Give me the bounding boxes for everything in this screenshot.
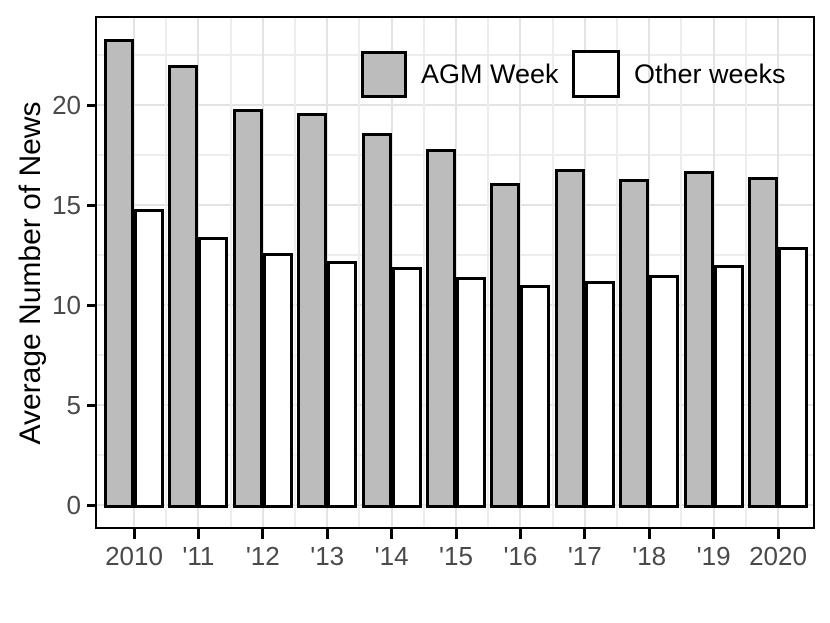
y-tick-label: 15	[52, 190, 81, 220]
gridline-major-x	[455, 18, 457, 527]
legend-swatch-agm-week	[361, 51, 407, 98]
gridline-major-x	[648, 18, 651, 527]
bar-other-weeks--11	[198, 237, 229, 508]
x-axis-tick	[261, 527, 265, 539]
y-axis-tick	[87, 103, 96, 107]
x-axis-tick	[454, 527, 458, 539]
bar-other-weeks--15	[456, 277, 486, 508]
bar-agm-week--15	[426, 149, 456, 508]
x-tick-label: '17	[567, 541, 602, 571]
x-axis-tick	[518, 527, 522, 539]
y-tick-label: 0	[66, 490, 81, 520]
x-axis-tick	[647, 527, 651, 539]
bar-other-weeks--12	[262, 253, 293, 508]
y-tick-label: 10	[52, 290, 81, 320]
x-tick-label: '13	[310, 541, 345, 571]
x-axis-tick	[390, 527, 394, 539]
gridline-minor-x	[487, 18, 490, 527]
legend-swatch-other-weeks	[572, 50, 620, 98]
x-tick-label: '12	[245, 541, 280, 571]
x-tick-label: 2010	[105, 541, 163, 571]
gridline-minor-x	[165, 18, 168, 527]
x-tick-label: '15	[439, 541, 473, 571]
gridline-minor-x	[229, 18, 232, 527]
bar-other-weeks--18	[649, 275, 680, 508]
bar-agm-week--17	[554, 169, 585, 508]
bar-other-weeks-2010	[134, 209, 164, 508]
x-axis-tick	[325, 527, 329, 539]
bar-agm-week--14	[361, 133, 392, 508]
y-tick-label: 20	[52, 90, 81, 120]
gridline-minor-x	[680, 18, 683, 527]
gridline-minor-x	[616, 18, 618, 527]
bar-agm-week-2010	[104, 39, 134, 508]
y-tick-label: 5	[66, 390, 81, 420]
bar-other-weeks-2020	[778, 247, 808, 508]
gridline-major-x	[519, 18, 522, 527]
bar-agm-week--12	[232, 109, 263, 508]
y-axis-tick	[87, 503, 96, 507]
x-axis-tick	[776, 527, 780, 539]
x-tick-label: '11	[182, 541, 215, 571]
bar-agm-week--16	[490, 183, 521, 508]
gridline-minor-x	[294, 18, 296, 527]
bar-agm-week--11	[168, 65, 199, 508]
x-axis-tick	[132, 527, 136, 539]
bar-other-weeks--19	[713, 265, 744, 508]
x-axis-tick	[712, 527, 716, 539]
bar-agm-week--18	[619, 179, 650, 508]
bar-agm-week-2020	[748, 177, 778, 508]
legend-label-other-weeks: Other weeks	[634, 59, 786, 89]
gridline-minor-x	[551, 18, 554, 527]
x-axis-tick	[583, 527, 587, 539]
x-tick-label: '16	[503, 541, 538, 571]
gridline-major-x	[583, 18, 586, 527]
bar-other-weeks--13	[327, 261, 358, 508]
y-axis-tick	[87, 303, 96, 307]
x-tick-label: '18	[632, 541, 667, 571]
x-tick-label: '19	[696, 541, 731, 571]
bar-other-weeks--16	[520, 285, 551, 508]
bar-other-weeks--17	[584, 281, 615, 508]
bar-agm-week--13	[297, 113, 328, 508]
gridline-minor-x	[744, 18, 747, 527]
y-axis-tick	[87, 203, 96, 207]
legend-label-agm-week: AGM Week	[421, 59, 559, 89]
x-axis-tick	[196, 527, 200, 539]
gridline-minor-x	[358, 18, 361, 527]
y-axis-tick	[87, 403, 96, 407]
bar-other-weeks--14	[391, 267, 422, 508]
gridline-minor-x	[422, 18, 425, 527]
bar-agm-week--19	[683, 171, 714, 508]
x-tick-label: '14	[374, 541, 409, 571]
x-tick-label: 2020	[749, 541, 807, 571]
y-axis-title: Average Number of News	[14, 101, 47, 445]
